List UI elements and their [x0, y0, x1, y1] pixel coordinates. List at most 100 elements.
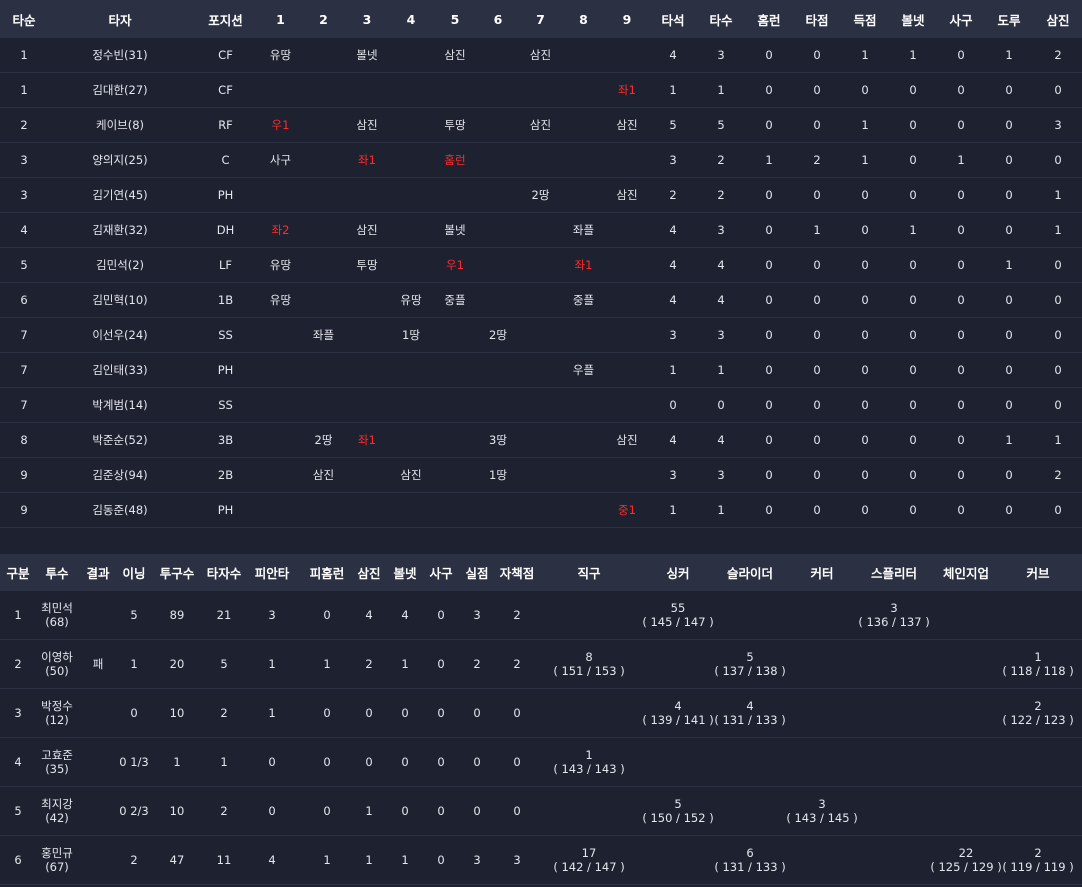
inning-result	[519, 142, 562, 178]
pitcher-result: 패	[78, 639, 118, 689]
batter-row: 5 김민석(2) LF 유땅 투땅 우1 좌1 4 4 0 0 0 0 0 1 0	[0, 247, 1082, 283]
pitch-type-cell: 55( 145 / 147 )	[642, 591, 714, 640]
pitch-speed: ( 139 / 141 )	[642, 713, 714, 727]
batter-stat: 0	[745, 387, 793, 423]
inning-result	[259, 317, 302, 353]
inning-result: 좌1	[562, 247, 605, 283]
batter-stat: 5	[649, 107, 697, 143]
pitch-count: 6	[746, 846, 754, 860]
pitch-count: 8	[585, 650, 593, 664]
pitcher-name-cell: 이영하 (50)	[36, 639, 78, 689]
batter-stat: 0	[985, 387, 1033, 423]
batter-stat: 0	[937, 247, 985, 283]
inning-result: 좌플	[562, 212, 605, 248]
inning-result	[477, 142, 519, 178]
pitch-count: 3	[818, 797, 826, 811]
pitcher-stat: 0	[426, 591, 456, 640]
batter-stat: 4	[697, 247, 745, 283]
batter-stat: 0	[889, 387, 937, 423]
inning-result	[477, 492, 519, 528]
inning-result: 우1	[259, 107, 302, 143]
batter-position: SS	[192, 387, 259, 423]
inning-result	[345, 317, 389, 353]
pitch-count: 4	[746, 699, 754, 713]
pitching-column-header: 사구	[426, 554, 456, 591]
inning-result	[433, 72, 477, 108]
pitcher-stat: 3	[456, 591, 498, 640]
pitch-type-value: 8( 151 / 153 )	[553, 650, 624, 678]
pitching-column-header: 볼넷	[384, 554, 426, 591]
pitcher-row: 2 이영하 (50) 패 1 20 5 1 1 2 1 0 2 2 8( 151 / 153 ) 5( 137…	[0, 639, 1082, 689]
pitch-type-value: 4( 131 / 133 )	[714, 699, 785, 727]
inning-result	[345, 387, 389, 423]
inning-result	[562, 387, 605, 423]
pitcher-number: (12)	[45, 713, 69, 727]
pitch-type-cell	[1074, 737, 1082, 787]
inning-result	[302, 142, 345, 178]
inning-result	[389, 72, 433, 108]
batter-stat: 0	[889, 177, 937, 213]
inning-result: 사구	[259, 142, 302, 178]
inning-result	[345, 72, 389, 108]
batter-name: 김대한(27)	[48, 72, 192, 108]
batting-column-header: 사구	[937, 0, 985, 38]
pitch-count: 4	[674, 699, 682, 713]
inning-result	[562, 142, 605, 178]
batter-stat: 3	[697, 38, 745, 73]
pitcher-name: 최지강	[41, 797, 73, 811]
pitcher-stat: 1	[384, 639, 426, 689]
batter-stat: 0	[1033, 492, 1082, 528]
batter-stat: 0	[937, 107, 985, 143]
inning-result	[605, 282, 649, 318]
pitching-column-header: 직구	[536, 554, 642, 591]
pitch-count: 2	[1034, 699, 1042, 713]
inning-result: 우플	[562, 352, 605, 388]
pitch-type-value: 1( 118 / 118 )	[1002, 650, 1073, 678]
pitch-type-cell: 4( 139 / 141 )	[642, 688, 714, 738]
batter-stat: 0	[889, 492, 937, 528]
pitcher-result	[78, 737, 118, 787]
inning-result	[302, 387, 345, 423]
batting-column-header: 2	[302, 0, 345, 38]
pitcher-name: 박정수	[41, 699, 73, 713]
pitch-count: 17	[581, 846, 597, 860]
pitcher-stat: 0	[498, 688, 536, 738]
pitch-type-cell	[536, 688, 642, 738]
pitching-column-header: 기타	[1074, 554, 1082, 591]
inning-result: 삼진	[302, 457, 345, 493]
batter-stat: 0	[793, 72, 841, 108]
pitcher-name-cell: 박정수 (12)	[36, 688, 78, 738]
pitch-type-cell: 3( 136 / 137 )	[858, 591, 930, 640]
inning-result	[605, 387, 649, 423]
pitch-type-cell: 6( 131 / 133 )	[714, 835, 786, 885]
batter-stat: 0	[793, 107, 841, 143]
batter-stat: 0	[649, 387, 697, 423]
batter-position: CF	[192, 72, 259, 108]
batter-stat: 0	[1033, 282, 1082, 318]
inning-result: 삼진	[605, 107, 649, 143]
batter-stat: 0	[793, 38, 841, 73]
pitch-speed: ( 136 / 137 )	[858, 615, 930, 629]
inning-result	[562, 317, 605, 353]
batter-stat: 0	[745, 422, 793, 458]
batter-stat: 0	[745, 247, 793, 283]
pitch-type-cell	[1074, 688, 1082, 738]
batter-position: LF	[192, 247, 259, 283]
pitcher-name-cell: 고효준 (35)	[36, 737, 78, 787]
inning-result: 유땅	[259, 282, 302, 318]
batting-order: 3	[0, 177, 48, 213]
batter-stat: 0	[889, 107, 937, 143]
batter-stat: 0	[985, 282, 1033, 318]
pitcher-stat: 1	[244, 688, 300, 738]
inning-result: 2땅	[519, 177, 562, 213]
batter-stat: 0	[1033, 352, 1082, 388]
batter-name: 김동준(48)	[48, 492, 192, 528]
batter-row: 7 김인태(33) PH 우플 1 1 0 0 0 0 0 0 0	[0, 352, 1082, 388]
pitch-speed: ( 143 / 145 )	[786, 811, 858, 825]
batter-stat: 3	[697, 457, 745, 493]
inning-result: 볼넷	[433, 212, 477, 248]
pitcher-stat: 0	[384, 786, 426, 836]
batter-stat: 0	[937, 352, 985, 388]
batter-stat: 0	[841, 212, 889, 248]
inning-result	[605, 317, 649, 353]
